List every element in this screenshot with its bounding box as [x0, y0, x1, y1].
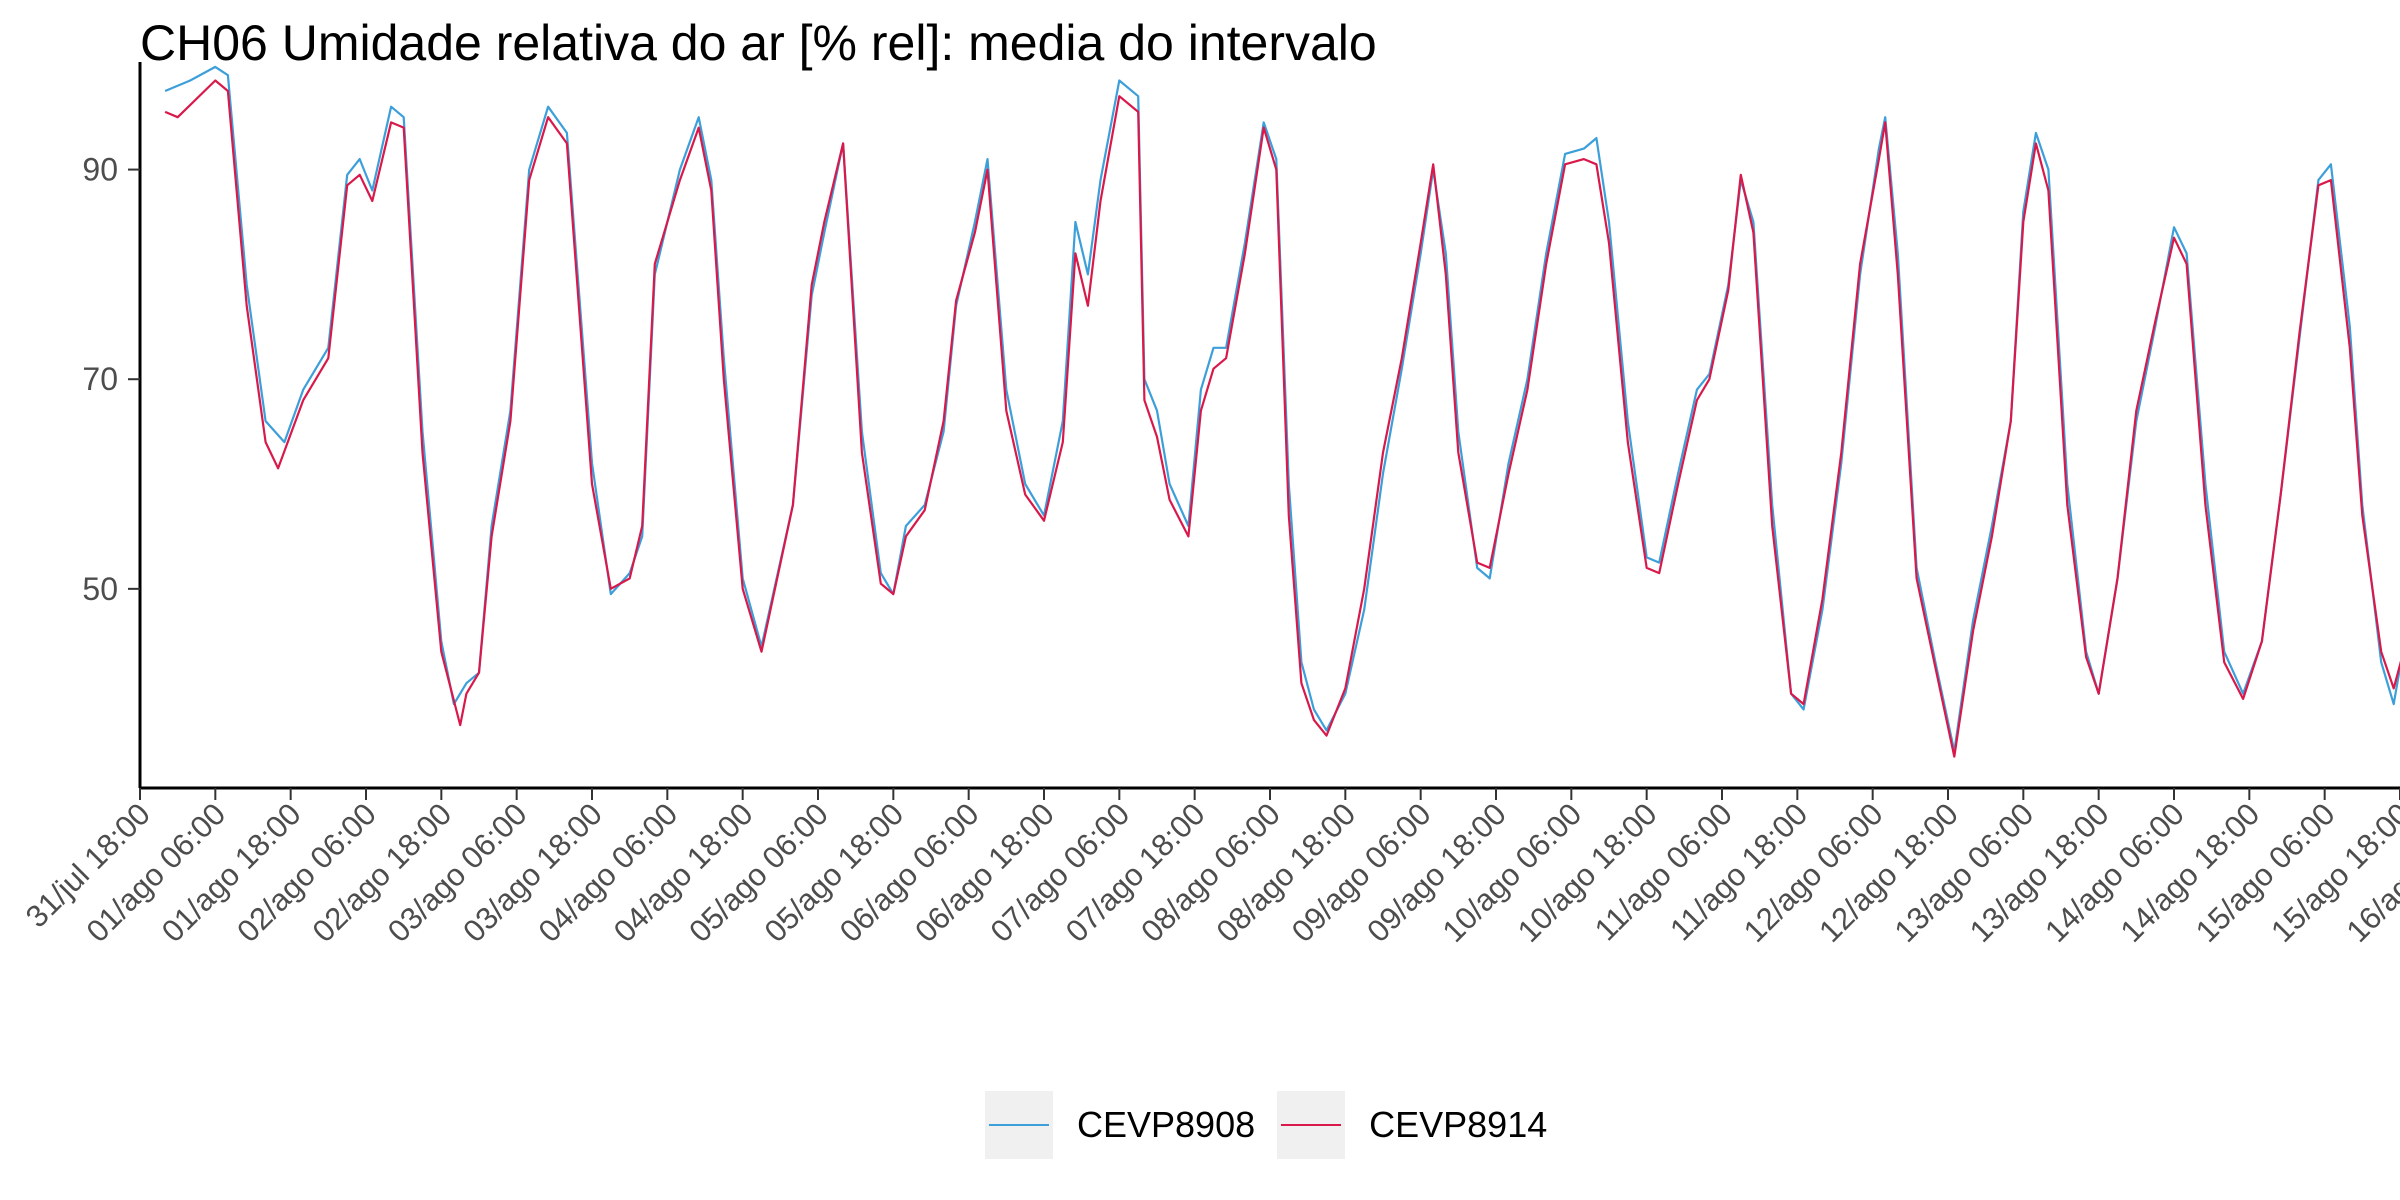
legend-item-cevp8914: CEVP8914 [1277, 1091, 1547, 1159]
series-line-cevp8914 [164, 79, 2400, 758]
legend-key-cevp8914 [1277, 1091, 1346, 1159]
legend: CEVP8908 CEVP8914 [985, 1090, 1569, 1160]
legend-label-cevp8914: CEVP8914 [1369, 1104, 1548, 1145]
y-tick-label: 50 [82, 571, 118, 607]
series-line-cevp8908 [164, 65, 2400, 753]
y-tick-label: 90 [82, 152, 118, 188]
y-tick-label: 70 [82, 361, 118, 397]
legend-key-cevp8908 [985, 1091, 1053, 1159]
legend-swatch-cevp8914 [1281, 1124, 1342, 1126]
legend-swatch-cevp8908 [989, 1124, 1049, 1126]
chart-title: CH06 Umidade relativa do ar [% rel]: med… [140, 15, 1377, 71]
legend-label-cevp8908: CEVP8908 [1077, 1104, 1256, 1145]
legend-item-cevp8908: CEVP8908 [985, 1091, 1255, 1159]
